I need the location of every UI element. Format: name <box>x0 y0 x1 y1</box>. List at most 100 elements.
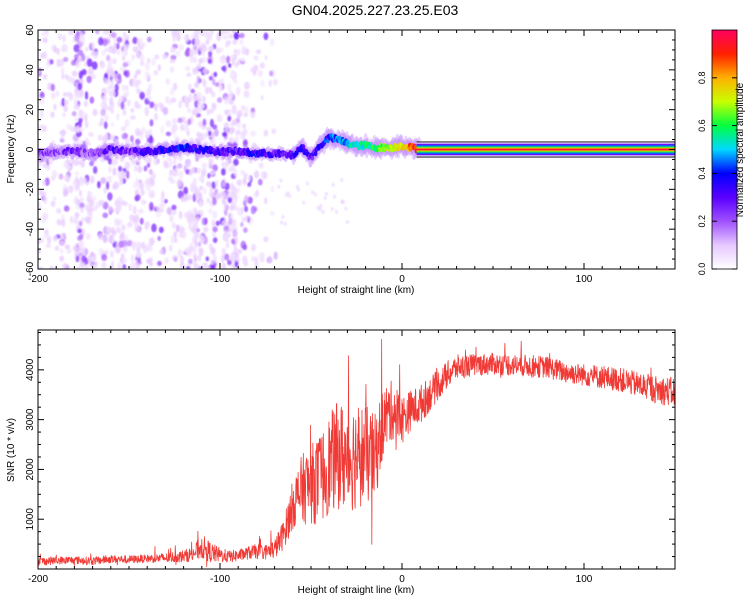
noise-dot <box>92 206 98 211</box>
noise-dot <box>47 236 52 245</box>
snr-x-axis-label: Height of straight line (km) <box>298 585 415 596</box>
noise-dot <box>187 83 192 91</box>
noise-dot <box>193 210 200 216</box>
noise-dot <box>101 95 108 104</box>
noise-dot <box>58 173 64 180</box>
noise-dot <box>269 38 275 47</box>
noise-dot <box>270 211 275 217</box>
noise-dot <box>95 30 100 35</box>
noise-dot <box>134 127 141 137</box>
noise-dot <box>104 47 110 53</box>
noise-dot <box>38 69 41 75</box>
noise-dot <box>222 65 227 72</box>
noise-dot <box>148 156 152 164</box>
noise-dot <box>73 44 80 53</box>
noise-dot <box>170 30 176 35</box>
y-tick-label: -60 <box>25 261 36 276</box>
noise-dot <box>234 259 239 268</box>
noise-dot <box>90 175 95 184</box>
noise-dot <box>121 55 126 62</box>
noise-dot <box>158 102 164 108</box>
noise-dot <box>219 47 224 53</box>
noise-dot <box>132 215 137 225</box>
noise-dot <box>42 212 49 221</box>
noise-dot <box>244 205 249 213</box>
x-tick-label: 100 <box>576 574 593 585</box>
noise-dot <box>224 96 228 105</box>
noise-dot <box>208 45 215 52</box>
noise-dot <box>74 33 81 42</box>
noise-dot <box>251 255 255 263</box>
noise-dot <box>214 82 220 87</box>
noise-dot <box>67 75 73 83</box>
noise-dot <box>115 209 120 215</box>
noise-dot <box>186 130 190 136</box>
noise-dot <box>236 179 243 187</box>
noise-dot <box>78 190 83 197</box>
noise-dot <box>207 172 211 179</box>
noise-dot <box>110 79 114 87</box>
noise-dot <box>65 91 72 98</box>
noise-dot <box>267 255 273 264</box>
noise-dot <box>102 30 108 36</box>
noise-dot <box>212 253 216 261</box>
snr-axes: -200 -100 0 100 1000 2000 3000 4000 <box>25 330 676 585</box>
noise-dot <box>205 256 210 262</box>
noise-dot <box>263 197 268 205</box>
noise-dot <box>188 93 193 102</box>
noise-dot <box>146 162 151 168</box>
noise-dot <box>193 56 197 64</box>
noise-dot <box>288 193 292 198</box>
noise-dot <box>254 260 259 269</box>
noise-dot <box>212 226 218 233</box>
noise-dot <box>77 49 84 56</box>
x-tick-label: -200 <box>28 274 48 285</box>
y-tick-label: 40 <box>25 64 36 76</box>
noise-dot <box>183 186 189 196</box>
noise-dot <box>174 237 178 244</box>
noise-dot <box>344 206 348 211</box>
noise-dot <box>164 163 169 169</box>
spectrogram-x-axis-label: Height of straight line (km) <box>298 285 415 296</box>
noise-dot <box>110 121 115 127</box>
noise-dot <box>62 34 66 43</box>
noise-dot <box>144 155 149 163</box>
noise-dot <box>114 245 121 253</box>
noise-dot <box>117 261 123 269</box>
noise-dot <box>136 246 141 253</box>
noise-dot <box>227 156 233 162</box>
noise-dot <box>100 108 106 117</box>
noise-dot <box>121 171 127 179</box>
noise-dot <box>208 160 213 166</box>
noise-dot <box>117 170 123 179</box>
noise-dot <box>128 203 133 212</box>
noise-dot <box>198 185 204 191</box>
noise-dot <box>117 73 122 80</box>
noise-dot <box>139 54 145 62</box>
noise-dot <box>145 133 150 139</box>
ridge-dot <box>313 151 318 157</box>
noise-dot <box>324 191 328 196</box>
noise-dot <box>138 155 142 160</box>
noise-dot <box>74 212 80 218</box>
noise-dot <box>185 66 191 71</box>
noise-dot <box>98 248 104 256</box>
noise-dot <box>241 104 246 112</box>
noise-dot <box>65 73 69 80</box>
noise-dot <box>253 256 259 262</box>
noise-dot <box>109 134 116 141</box>
noise-dot <box>199 235 205 244</box>
noise-dot <box>214 188 219 195</box>
noise-dot <box>139 37 143 46</box>
noise-dot <box>206 126 213 132</box>
noise-dot <box>170 235 175 244</box>
noise-dot <box>197 30 202 35</box>
noise-dot <box>192 109 199 116</box>
noise-dot <box>116 42 120 50</box>
noise-dot <box>104 114 109 122</box>
noise-dot <box>228 33 234 39</box>
noise-dot <box>79 202 85 209</box>
noise-dot <box>279 178 283 183</box>
noise-dot <box>121 84 126 92</box>
noise-dot <box>177 153 184 162</box>
